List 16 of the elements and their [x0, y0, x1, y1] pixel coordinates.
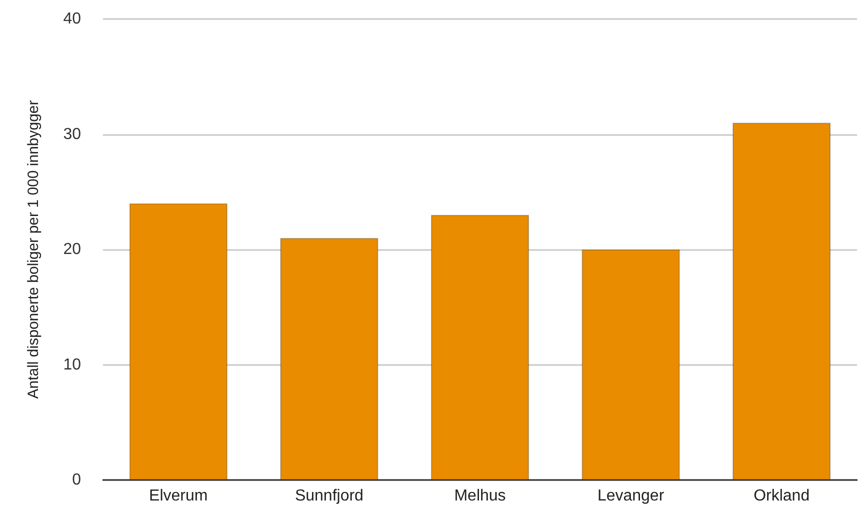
x-tick-label: Levanger [597, 488, 665, 504]
bar [280, 238, 378, 480]
bar [129, 203, 228, 480]
y-tick-label: 30 [63, 126, 82, 143]
y-tick-label: 10 [63, 356, 82, 374]
y-tick-label: 20 [63, 241, 82, 258]
x-tick-label: Orkland [754, 488, 810, 504]
x-tick-label: Elverum [149, 488, 208, 504]
bar [430, 214, 530, 480]
bar [732, 122, 831, 480]
x-tick-label: Sunnfjord [294, 488, 364, 504]
y-tick-label: 0 [72, 472, 82, 488]
bar [582, 250, 680, 480]
y-tick-label: 40 [63, 10, 82, 28]
x-tick-label: Melhus [454, 488, 506, 504]
y-axis-title: Antall disponerte boliger per 1 000 innbygger [25, 100, 42, 399]
